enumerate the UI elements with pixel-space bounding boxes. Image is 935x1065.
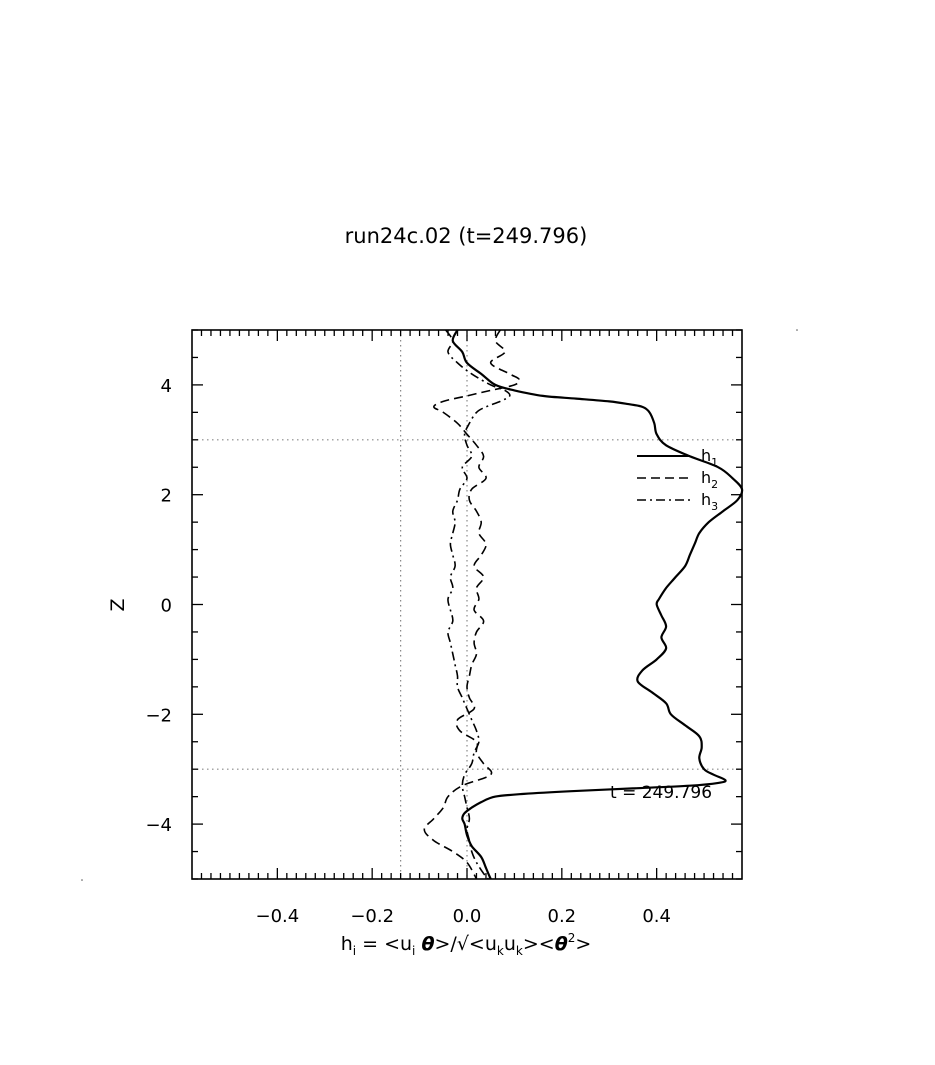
- legend-label: h1: [701, 446, 718, 469]
- x-tick-label: 0.4: [642, 906, 671, 927]
- x-tick-label: −0.4: [255, 906, 299, 927]
- time-annotation: t = 249.796: [610, 783, 712, 803]
- series-line-h2: [423, 329, 521, 880]
- x-tick-label: 0.2: [548, 906, 577, 927]
- x-tick-label: 0.0: [453, 906, 482, 927]
- stray-dot: [796, 329, 798, 331]
- axis-ticks: [192, 329, 742, 880]
- y-tick-label: 4: [161, 376, 172, 397]
- x-tick-label: −0.2: [350, 906, 394, 927]
- x-axis-label: hi = <ui θ>/√<ukuk><θ2>: [341, 931, 592, 958]
- axis-tick-labels: −0.4 −0.2 0.0 0.2 0.4 −4 −2 0 2 4: [145, 376, 671, 927]
- series-group: [423, 329, 744, 880]
- y-tick-label: 2: [161, 486, 172, 507]
- legend-label: h3: [701, 490, 718, 513]
- y-tick-label: −2: [145, 705, 172, 726]
- series-line-h1: [451, 329, 744, 880]
- stray-dot: [81, 879, 83, 881]
- y-tick-label: −4: [145, 815, 172, 836]
- chart-title: run24c.02 (t=249.796): [345, 224, 588, 248]
- y-axis-label: Z: [107, 598, 129, 611]
- legend-label: h2: [701, 468, 718, 491]
- series-line-h3: [445, 329, 511, 880]
- y-tick-label: 0: [161, 596, 172, 617]
- reference-lines: [192, 330, 742, 879]
